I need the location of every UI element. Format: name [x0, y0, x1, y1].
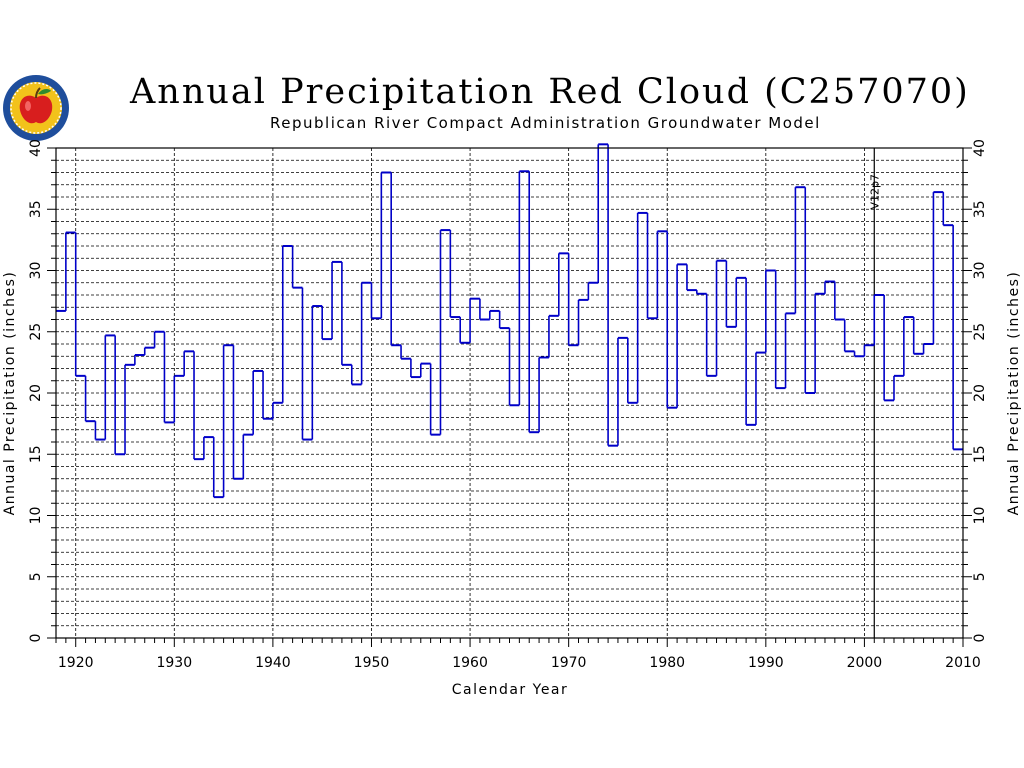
- x-tick-label: 2000: [847, 655, 883, 671]
- y-tick-label-left: 0: [28, 634, 44, 643]
- x-tick-label: 1990: [748, 655, 784, 671]
- y-tick-label-right: 10: [972, 507, 988, 525]
- y-tick-label-right: 40: [972, 139, 988, 157]
- apple-seal-icon: [3, 75, 69, 141]
- y-tick-label-left: 20: [28, 384, 44, 402]
- y-tick-label-right: 5: [972, 572, 988, 581]
- x-tick-label: 1970: [551, 655, 587, 671]
- y-tick-label-left: 15: [28, 445, 44, 463]
- y-tick-label-right: 0: [972, 634, 988, 643]
- x-tick-label: 1930: [156, 655, 192, 671]
- annotation-label: V12p7: [868, 174, 881, 210]
- x-tick-label: 1940: [255, 655, 291, 671]
- x-tick-label: 1980: [649, 655, 685, 671]
- y-tick-label-left: 30: [28, 262, 44, 280]
- y-tick-label-left: 35: [28, 200, 44, 218]
- y-tick-label-right: 35: [972, 200, 988, 218]
- chart-title: Annual Precipitation Red Cloud (C257070): [130, 72, 970, 112]
- chart-subtitle: Republican River Compact Administration …: [270, 114, 821, 132]
- y-tick-label-right: 20: [972, 384, 988, 402]
- y-tick-label-left: 5: [28, 572, 44, 581]
- x-tick-label: 2010: [945, 655, 981, 671]
- y-tick-label-right: 30: [972, 262, 988, 280]
- y-axis-label-left: Annual Precipitation (inches): [2, 271, 18, 516]
- y-tick-label-left: 25: [28, 323, 44, 341]
- x-tick-label: 1950: [354, 655, 390, 671]
- y-tick-label-right: 15: [972, 445, 988, 463]
- y-axis-label-right: Annual Precipitation (inches): [1006, 271, 1022, 516]
- y-tick-label-left: 40: [28, 139, 44, 157]
- y-tick-label-left: 10: [28, 507, 44, 525]
- x-tick-label: 1960: [452, 655, 488, 671]
- x-tick-label: 1920: [58, 655, 94, 671]
- x-axis-label: Calendar Year: [452, 682, 569, 698]
- y-tick-label-right: 25: [972, 323, 988, 341]
